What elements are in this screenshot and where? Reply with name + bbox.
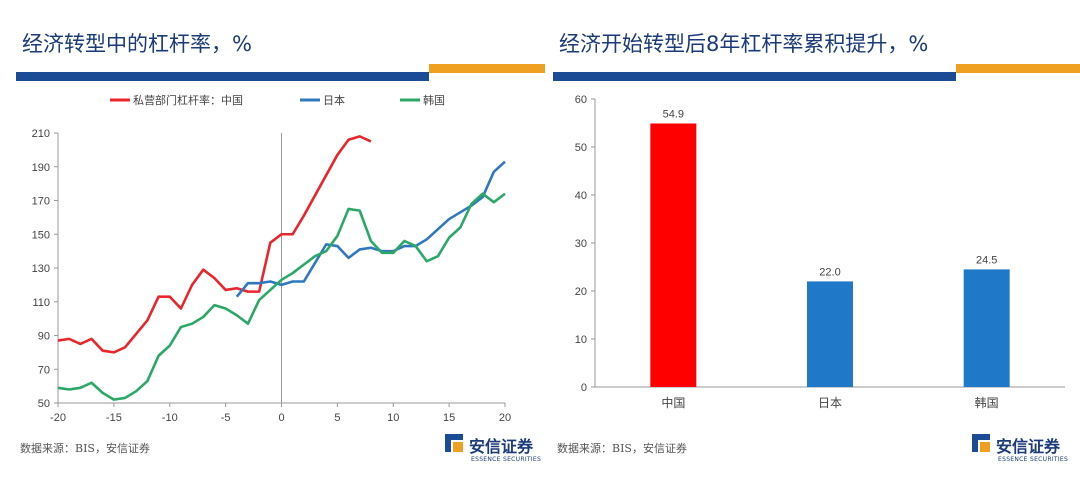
- y-tick-label: 0: [581, 382, 587, 394]
- x-tick-label: 10: [387, 412, 399, 424]
- right-title-accent-bar: [956, 64, 1080, 73]
- series-line-1: [57, 135, 372, 354]
- right-source-note: 数据来源：BIS，安信证券: [557, 442, 687, 455]
- right-panel: 经济开始转型后8年杠杆率累积提升，% 0 10 20 30 40 50 60 54.9 中国 22…: [545, 0, 1080, 480]
- y-tick-label: 60: [575, 94, 587, 106]
- left-logo: 安信证券 ESSENCE SECURITIES: [443, 432, 543, 468]
- bar-3: [963, 269, 1010, 387]
- bar-2: [807, 281, 853, 387]
- legend-label-1: 私营部门杠杆率：中国: [133, 93, 243, 107]
- bar-value-label: 24.5: [976, 254, 997, 266]
- y-tick-label: 90: [38, 331, 50, 343]
- right-title-underline-bar: [553, 72, 956, 81]
- cumulative-leverage-bar-chart: 0 10 20 30 40 50 60 54.9 中国 22.0 日本 24.5 韩国: [575, 94, 1065, 410]
- logo-name-cn: 安信证券: [469, 437, 534, 456]
- x-category-label: 中国: [661, 395, 685, 410]
- x-tick-label: -5: [221, 412, 231, 424]
- x-tick-label: 20: [499, 412, 511, 424]
- bar-value-label: 54.9: [663, 108, 684, 120]
- series-line-2: [235, 160, 506, 298]
- leverage-line-chart: 50 70 90 110 130 150 170 190 210 -20 -15 -10 -5 0 5 10 1…: [32, 93, 511, 424]
- y-tick-label: 110: [32, 297, 50, 309]
- left-title-underline-bar: [16, 72, 429, 81]
- logo-name-en: ESSENCE SECURITIES: [998, 456, 1069, 463]
- x-tick-label: -20: [50, 412, 66, 424]
- y-tick-label: 190: [32, 162, 50, 174]
- x-category-label: 韩国: [975, 395, 999, 410]
- y-tick-label: 50: [575, 142, 587, 154]
- x-tick-label: 0: [278, 412, 284, 424]
- right-logo: 安信证券 ESSENCE SECURITIES: [970, 432, 1070, 468]
- logo-name-cn: 安信证券: [996, 437, 1061, 456]
- left-panel: 经济转型中的杠杆率，% 50 70 90 110 130 150 170 190 210 -20-…: [16, 32, 545, 468]
- right-chart-title: 经济开始转型后8年杠杆率累积提升，%: [559, 32, 929, 56]
- y-tick-label: 20: [575, 286, 587, 298]
- left-chart-title: 经济转型中的杠杆率，%: [22, 32, 252, 56]
- left-title-accent-bar: [429, 64, 545, 73]
- legend-label-2: 日本: [323, 93, 345, 107]
- y-tick-label: 40: [575, 190, 587, 202]
- bar-1: [650, 123, 697, 388]
- y-tick-label: 30: [575, 238, 587, 250]
- x-category-label: 日本: [818, 396, 842, 410]
- x-tick-label: 5: [334, 412, 340, 424]
- x-tick-label: -10: [162, 412, 178, 424]
- y-tick-label: 210: [32, 128, 50, 140]
- legend-label-3: 韩国: [423, 93, 445, 107]
- y-tick-label: 130: [32, 263, 50, 275]
- y-tick-label: 70: [38, 364, 50, 376]
- bar-value-label: 22.0: [819, 266, 840, 278]
- essence-logo-icon: [972, 434, 990, 452]
- y-tick-label: 50: [38, 398, 50, 410]
- y-tick-label: 170: [32, 196, 50, 208]
- left-source-note: 数据来源：BIS，安信证券: [20, 442, 150, 455]
- x-tick-label: -15: [106, 412, 122, 424]
- series-line-3: [57, 192, 506, 401]
- x-tick-label: 15: [443, 412, 455, 424]
- y-tick-label: 10: [575, 334, 587, 346]
- logo-name-en: ESSENCE SECURITIES: [471, 456, 542, 463]
- essence-logo-icon: [445, 434, 463, 452]
- y-tick-label: 150: [32, 229, 50, 241]
